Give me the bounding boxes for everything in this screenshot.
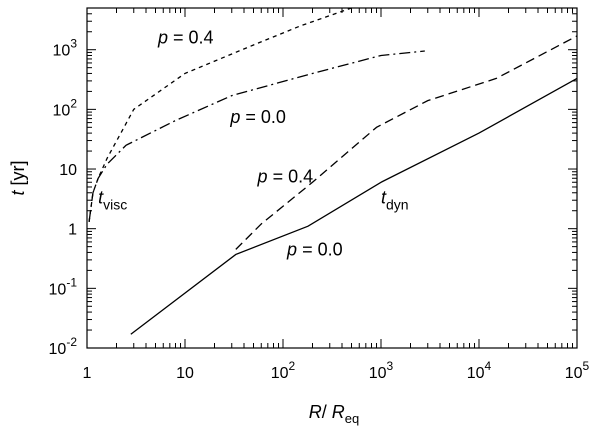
x-tick-label: 102	[271, 359, 296, 382]
y-tick-label: 102	[53, 96, 78, 119]
x-tick-label: 105	[565, 359, 590, 382]
y-tick-label: 10-2	[49, 335, 78, 358]
annotations: p = 0.4 p = 0.0 p = 0.4 p = 0.0 tvisc tdyn	[98, 28, 408, 260]
series-tvisc-p00	[88, 50, 425, 222]
x-tick-label: 10	[176, 365, 194, 382]
series-lines	[88, 7, 578, 335]
y-tick-label: 1	[68, 222, 77, 239]
annotation-p04-mid: p = 0.4	[257, 166, 314, 186]
y-tick-label: 103	[53, 37, 78, 60]
series-tvisc-p04	[88, 7, 352, 222]
x-axis-title: R/ Req	[309, 402, 359, 426]
annotation-p04-top: p = 0.4	[157, 28, 214, 48]
annotation-p00-mid: p = 0.0	[229, 107, 286, 127]
plot-frame	[86, 7, 578, 349]
annotation-tdyn: tdyn	[381, 188, 409, 213]
axis-ticks: 1 10 102 103 104 105 10-2 10-1 1 10 102 103	[49, 7, 590, 382]
annotation-p00-low: p = 0.0	[286, 239, 343, 259]
y-axis-title: t [yr]	[8, 160, 28, 195]
y-tick-label: 10	[59, 162, 77, 179]
annotation-tvisc: tvisc	[98, 188, 127, 213]
x-tick-label: 1	[83, 365, 92, 382]
x-tick-label: 103	[369, 359, 394, 382]
y-tick-label: 10-1	[49, 275, 78, 298]
x-tick-label: 104	[467, 359, 492, 382]
series-tdyn-p00	[130, 77, 578, 335]
series-tdyn-p04	[235, 35, 578, 250]
